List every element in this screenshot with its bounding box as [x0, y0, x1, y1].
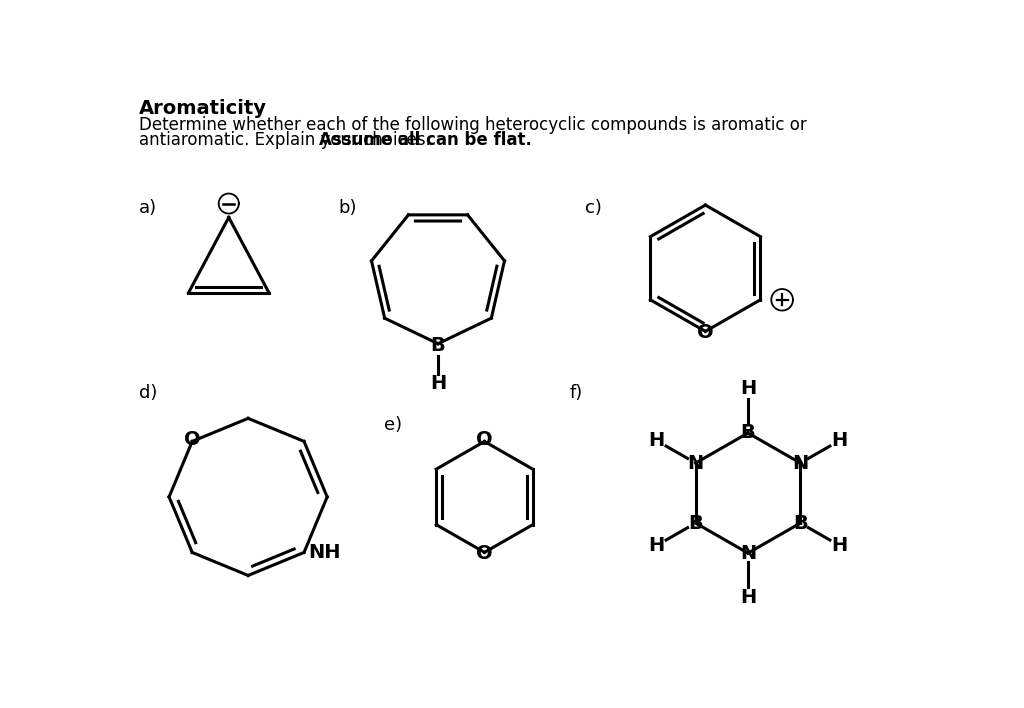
Text: f): f)	[569, 384, 583, 401]
Text: O: O	[697, 324, 714, 343]
Text: b): b)	[339, 199, 357, 217]
Text: H: H	[648, 536, 665, 555]
Text: a): a)	[139, 199, 157, 217]
Text: H: H	[648, 431, 665, 450]
Text: H: H	[831, 536, 848, 555]
Text: N: N	[740, 544, 756, 563]
Text: e): e)	[384, 416, 401, 434]
Text: Aromaticity: Aromaticity	[139, 99, 267, 118]
Text: O: O	[184, 430, 201, 450]
Text: H: H	[831, 431, 848, 450]
Text: NH: NH	[308, 543, 341, 562]
Text: O: O	[476, 430, 493, 450]
Text: Determine whether each of the following heterocyclic compounds is aromatic or: Determine whether each of the following …	[139, 116, 807, 134]
Text: B: B	[793, 513, 808, 532]
Text: H: H	[740, 588, 756, 607]
Text: B: B	[688, 513, 703, 532]
Text: Assume all can be flat.: Assume all can be flat.	[318, 131, 531, 149]
Text: H: H	[740, 379, 756, 398]
Text: antiaromatic. Explain your choices.: antiaromatic. Explain your choices.	[139, 131, 436, 149]
Text: c): c)	[586, 199, 602, 217]
Text: N: N	[687, 454, 703, 472]
Text: d): d)	[139, 384, 158, 401]
Text: B: B	[740, 423, 756, 442]
Text: B: B	[431, 336, 445, 355]
Text: H: H	[430, 375, 446, 393]
Text: O: O	[476, 544, 493, 564]
Text: N: N	[793, 454, 809, 472]
